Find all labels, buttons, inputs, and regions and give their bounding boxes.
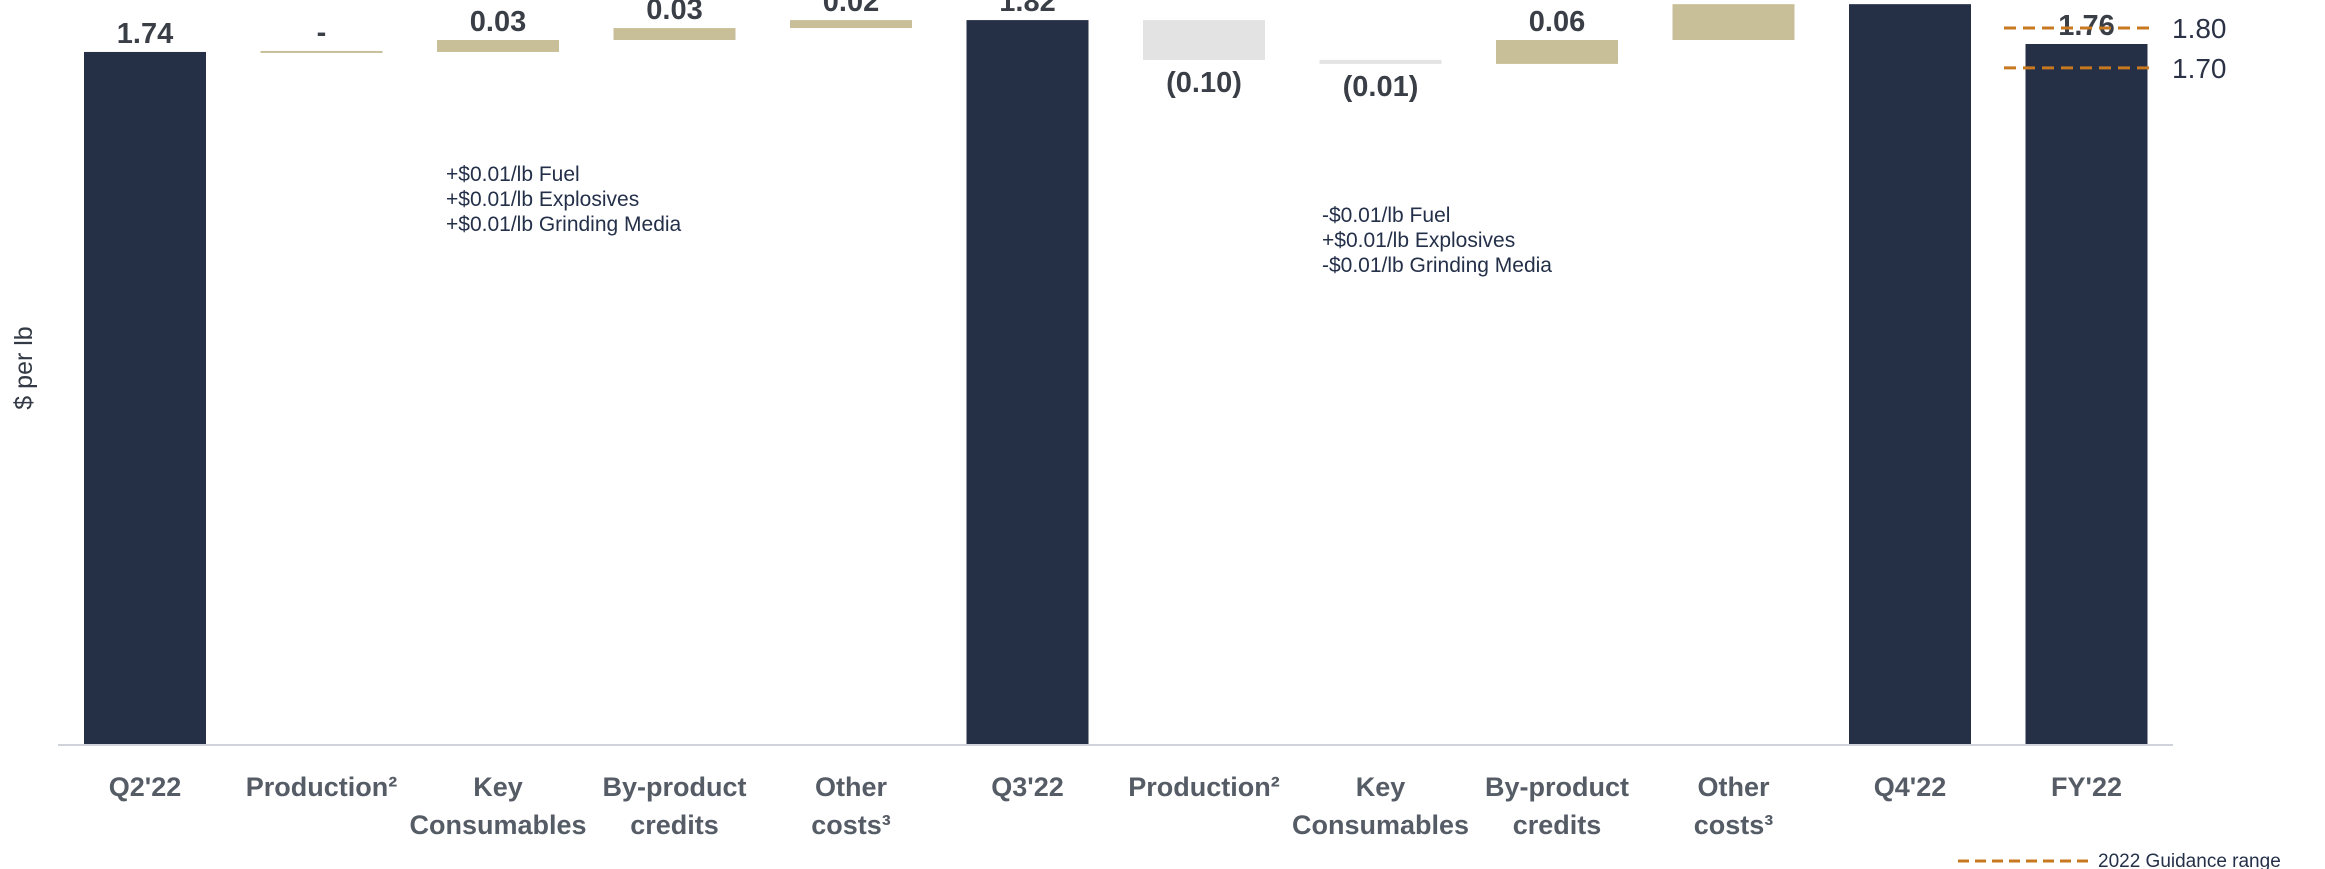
bars-group <box>84 4 2148 746</box>
y-axis-label: $ per lb <box>10 326 38 409</box>
category-label-q3-22-5: Q3'22 <box>991 772 1063 802</box>
guidance-tick-label-1: 1.70 <box>2172 53 2227 84</box>
category-label-production-6: Production² <box>1128 772 1279 802</box>
data-label-production-6: (0.10) <box>1166 67 1242 99</box>
annotations-group: +$0.01/lb Fuel +$0.01/lb Explosives +$0.01… <box>446 163 1552 277</box>
category-label-other-costs-9: Other costs³ <box>1694 772 1774 840</box>
category-label-by-product-credits-3: By-product credits <box>603 772 747 840</box>
data-label-production-1: - <box>317 17 327 49</box>
guidance-tick-label-0: 1.80 <box>2172 13 2227 44</box>
bar-other-costs-9 <box>1672 4 1795 41</box>
category-labels-group: Q2'22 Production² Key ConsumablesBy-product… <box>109 772 2122 840</box>
category-label-key-consumables-7: Key Consumables <box>1292 772 1469 840</box>
data-label-key-consumables-7: (0.01) <box>1343 71 1419 103</box>
bar-q2-22-0 <box>84 51 206 745</box>
category-label-by-product-credits-8: By-product credits <box>1485 772 1629 840</box>
bar-q4-22-10 <box>1849 4 1971 746</box>
bar-by-product-credits-3 <box>613 28 736 41</box>
data-label-by-product-credits-8: 0.06 <box>1529 6 1585 38</box>
data-label-q4-22-10: 1.86 <box>1882 0 1938 2</box>
bar-fy-22-11 <box>2025 43 2148 745</box>
data-label-by-product-credits-3: 0.03 <box>646 0 702 26</box>
legend-guidance-label: 2022 Guidance range <box>2098 851 2281 869</box>
data-labels-group: 1.74 - 0.03 0.03 0.02 1.82 (0.10) (0.01) 0.06 0.0… <box>117 0 2115 103</box>
bar-q3-22-5 <box>966 20 1089 746</box>
data-label-key-consumables-2: 0.03 <box>470 6 526 38</box>
bar-production-6 <box>1143 20 1265 60</box>
category-label-production-1: Production² <box>246 772 397 802</box>
bar-key-consumables-7 <box>1319 59 1442 64</box>
data-label-q2-22-0: 1.74 <box>117 18 173 50</box>
guidance-range: 1.80 1.70 <box>2004 13 2227 84</box>
annotation-key-consumables-q3: +$0.01/lb Fuel +$0.01/lb Explosives +$0.01… <box>446 163 682 236</box>
category-label-other-costs-4: Other costs³ <box>811 772 891 840</box>
annotation-key-consumables-q4: -$0.01/lb Fuel +$0.01/lb Explosives -$0.01… <box>1322 204 1552 277</box>
bar-other-costs-4 <box>790 20 912 29</box>
data-label-fy-22-11: 1.76 <box>2058 10 2114 42</box>
category-label-fy-22-11: FY'22 <box>2051 772 2122 802</box>
bar-production-1 <box>260 50 383 53</box>
bar-key-consumables-2 <box>437 40 559 52</box>
category-label-q2-22-0: Q2'22 <box>109 772 181 802</box>
data-label-other-costs-9: 0.09 <box>1705 0 1761 2</box>
category-label-q4-22-10: Q4'22 <box>1874 772 1946 802</box>
bar-by-product-credits-8 <box>1496 40 1618 64</box>
legend: 2022 Guidance range <box>1958 851 2281 869</box>
category-label-key-consumables-2: Key Consumables <box>409 772 586 840</box>
data-label-other-costs-4: 0.02 <box>823 0 879 18</box>
data-label-q3-22-5: 1.82 <box>999 0 1055 18</box>
